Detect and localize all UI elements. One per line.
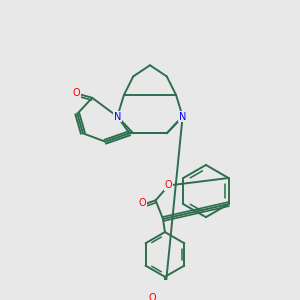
Text: O: O	[139, 198, 146, 208]
Text: N: N	[179, 112, 186, 122]
Text: O: O	[165, 181, 172, 190]
Text: O: O	[73, 88, 80, 98]
Text: O: O	[149, 293, 157, 300]
Text: N: N	[114, 112, 121, 122]
